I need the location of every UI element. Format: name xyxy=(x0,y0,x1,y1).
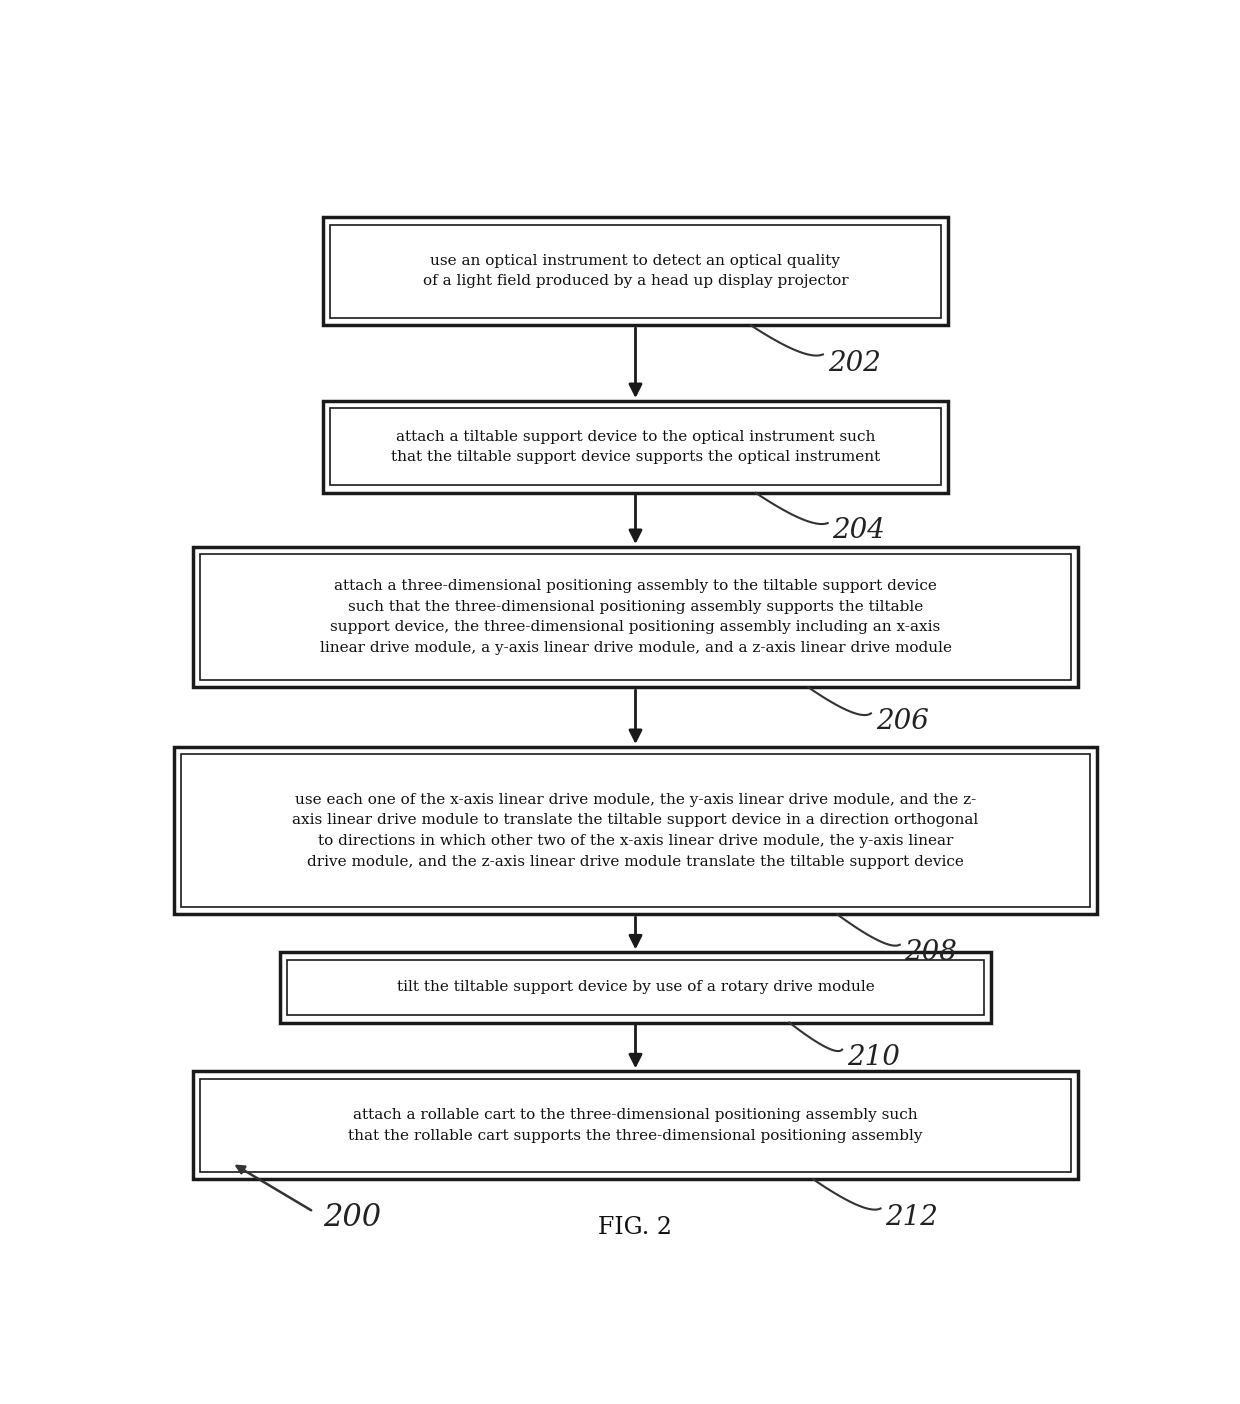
Text: attach a rollable cart to the three-dimensional positioning assembly such
that t: attach a rollable cart to the three-dime… xyxy=(348,1108,923,1143)
Bar xyxy=(200,1078,1071,1172)
Text: attach a tiltable support device to the optical instrument such
that the tiltabl: attach a tiltable support device to the … xyxy=(391,430,880,465)
Bar xyxy=(324,218,947,326)
Bar xyxy=(174,747,1096,914)
Text: use an optical instrument to detect an optical quality
of a light field produced: use an optical instrument to detect an o… xyxy=(423,254,848,288)
Text: 212: 212 xyxy=(885,1203,939,1231)
Text: FIG. 2: FIG. 2 xyxy=(599,1216,672,1240)
Text: 210: 210 xyxy=(847,1043,900,1071)
Bar xyxy=(200,555,1071,680)
Bar xyxy=(193,548,1078,688)
Bar xyxy=(324,402,947,493)
Text: 208: 208 xyxy=(905,939,957,966)
Text: 200: 200 xyxy=(324,1202,381,1233)
Text: 202: 202 xyxy=(828,350,880,376)
Bar xyxy=(330,409,941,486)
Bar xyxy=(280,952,991,1022)
Text: 206: 206 xyxy=(875,709,929,736)
Text: attach a three-dimensional positioning assembly to the tiltable support device
s: attach a three-dimensional positioning a… xyxy=(320,580,951,656)
Bar xyxy=(193,1071,1078,1179)
Text: 204: 204 xyxy=(832,517,885,545)
Bar xyxy=(286,960,985,1015)
Bar xyxy=(330,225,941,317)
Text: use each one of the x-axis linear drive module, the y-axis linear drive module, : use each one of the x-axis linear drive … xyxy=(293,793,978,869)
Bar xyxy=(181,754,1090,907)
Text: tilt the tiltable support device by use of a rotary drive module: tilt the tiltable support device by use … xyxy=(397,980,874,994)
